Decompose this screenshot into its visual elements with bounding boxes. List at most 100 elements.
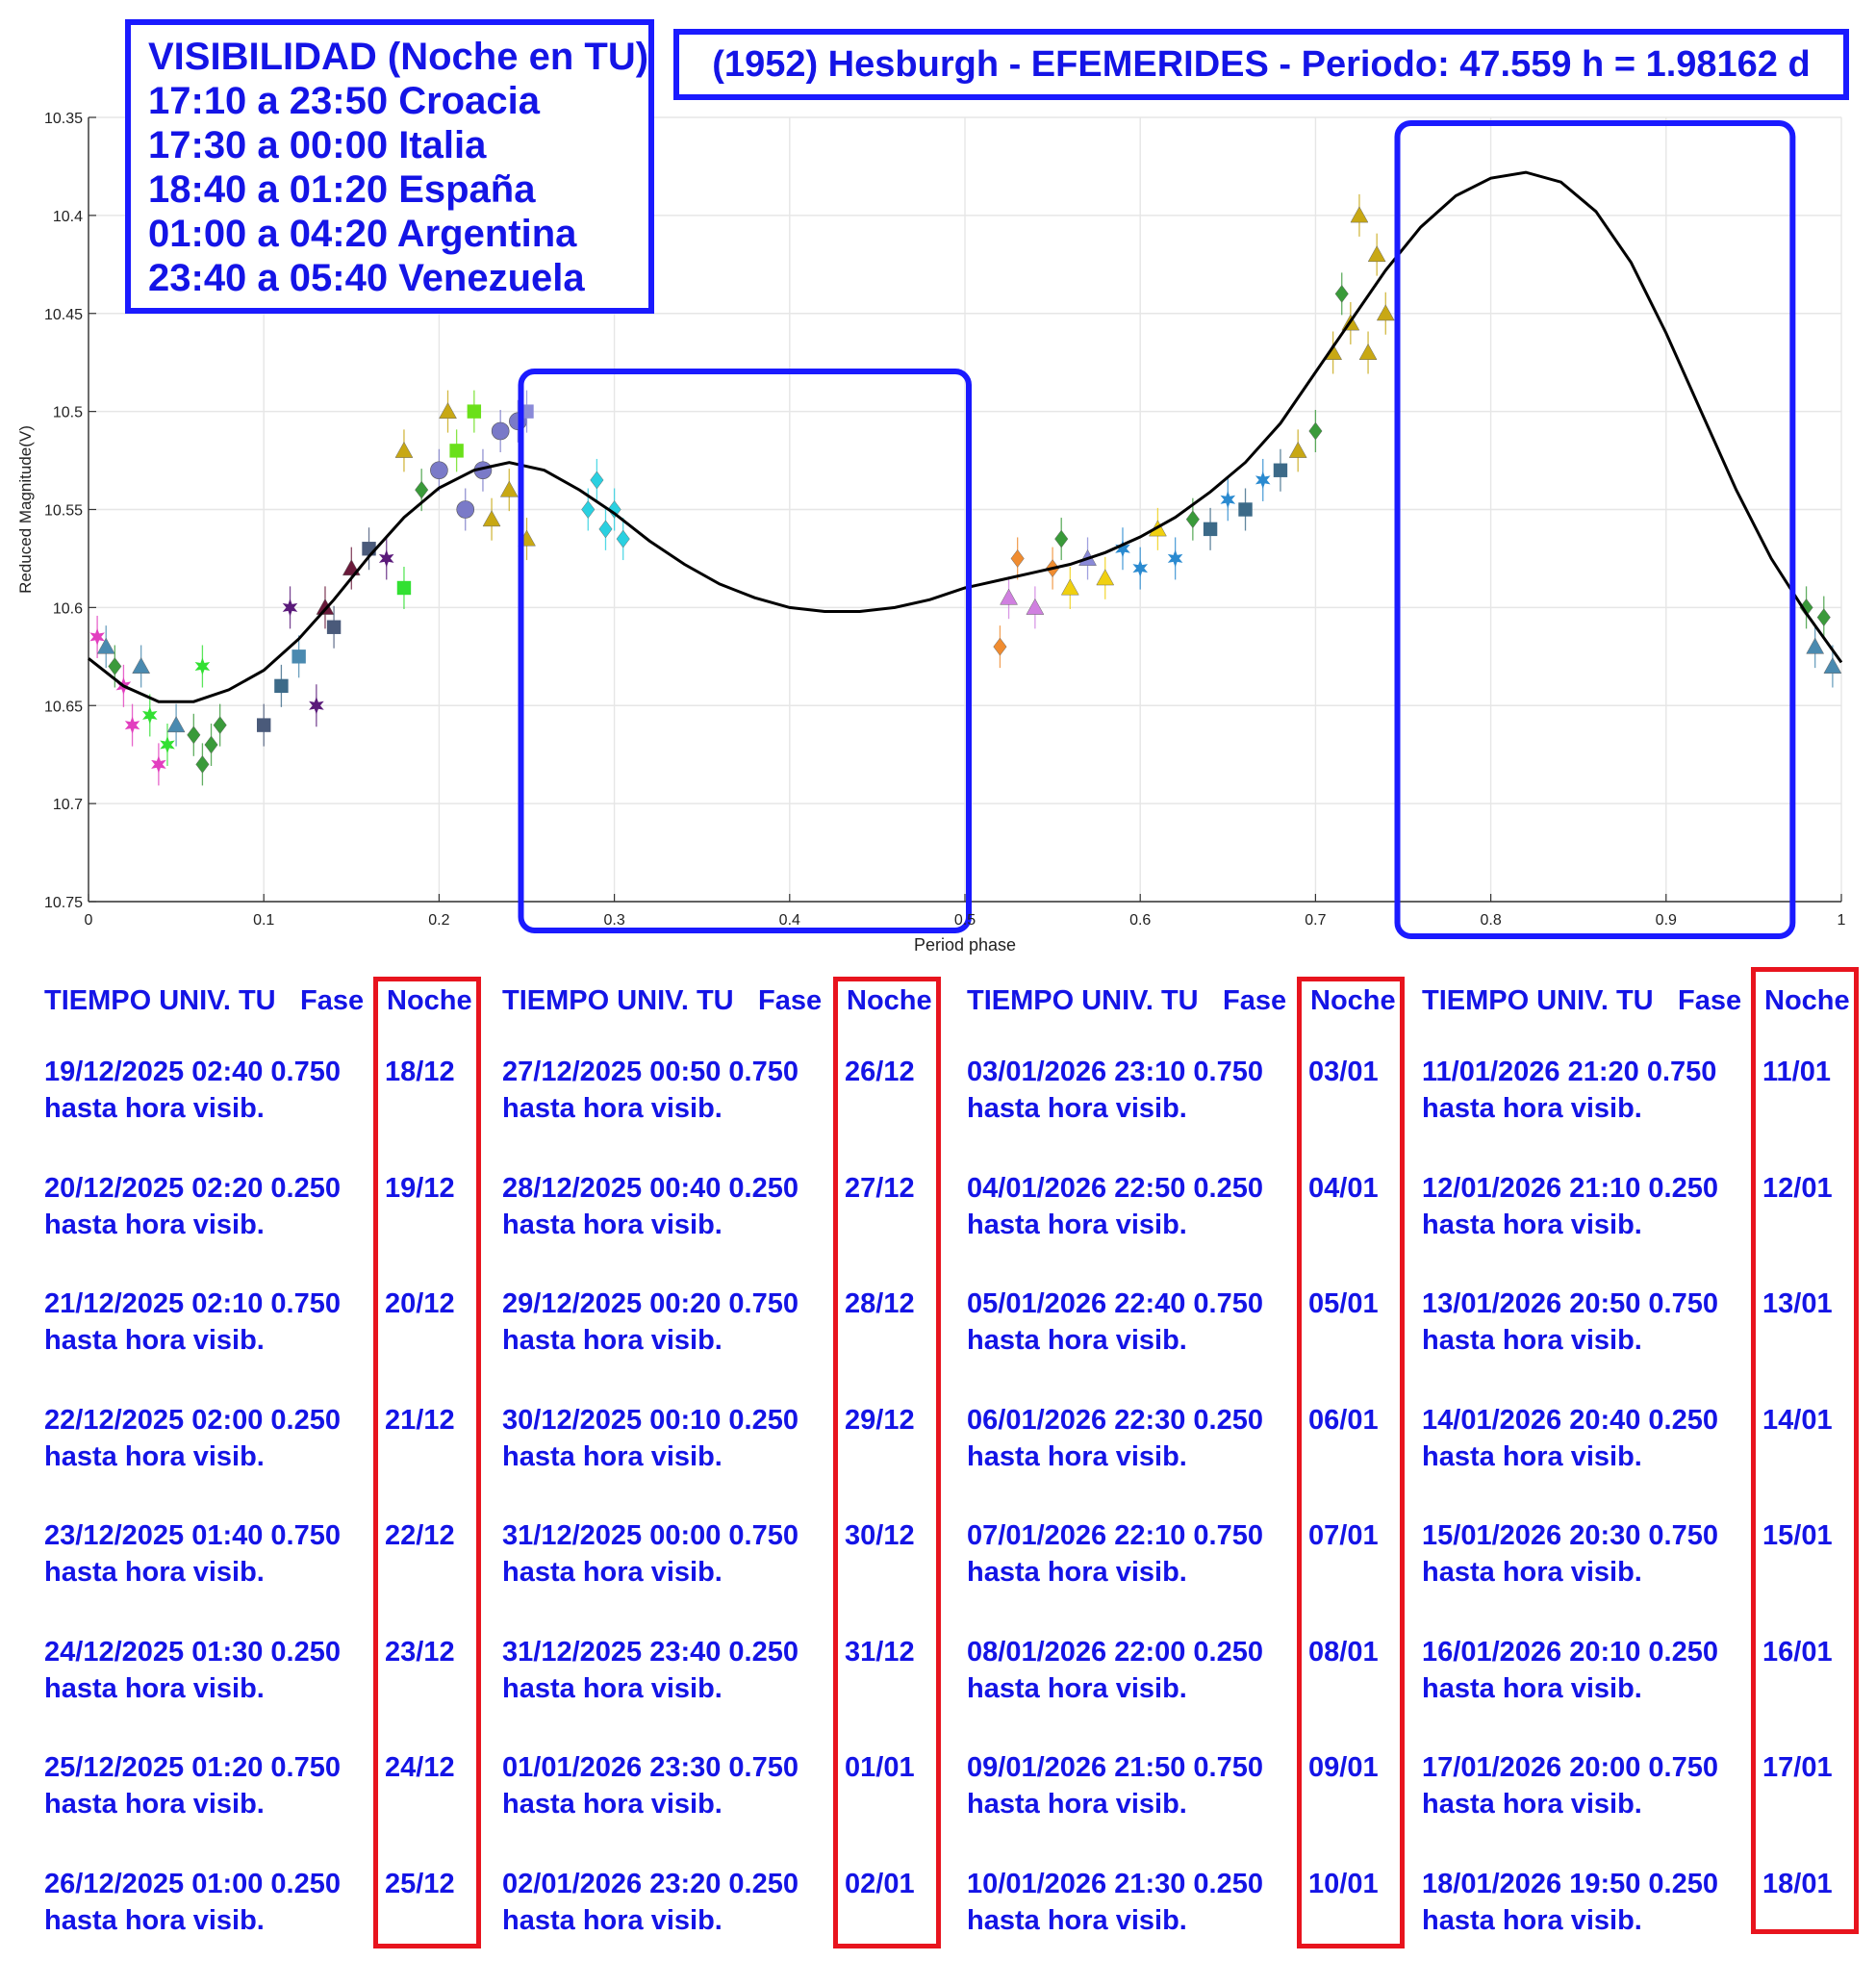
data-point [1054, 529, 1069, 548]
row-note: hasta hora visib. [967, 1672, 1187, 1704]
header-fase: Fase [1678, 985, 1742, 1016]
row-note: hasta hora visib. [1422, 1093, 1642, 1124]
row-note: hasta hora visib. [44, 1209, 265, 1240]
row-datetime-phase: 13/01/2026 20:50 0.750 [1422, 1288, 1718, 1319]
row-datetime-phase: 01/01/2026 23:30 0.750 [502, 1752, 799, 1783]
row-datetime-phase: 26/12/2025 01:00 0.250 [44, 1868, 341, 1899]
row-noche: 04/01 [1308, 1172, 1379, 1204]
y-tick-label: 10.5 [53, 405, 83, 421]
data-point [396, 580, 412, 596]
row-noche: 25/12 [385, 1868, 455, 1899]
data-point [1816, 608, 1831, 626]
data-point [1010, 549, 1025, 568]
row-noche: 19/12 [385, 1172, 455, 1204]
row-datetime-phase: 07/01/2026 22:10 0.750 [967, 1520, 1263, 1551]
data-point [499, 480, 519, 497]
data-point [1185, 510, 1200, 529]
row-datetime-phase: 27/12/2025 00:50 0.750 [502, 1057, 799, 1087]
row-datetime-phase: 06/01/2026 22:30 0.250 [967, 1404, 1263, 1436]
x-tick-label: 0.9 [1656, 912, 1677, 929]
row-note: hasta hora visib. [44, 1325, 265, 1356]
row-note: hasta hora visib. [1422, 1325, 1642, 1356]
data-point [449, 444, 464, 458]
row-note: hasta hora visib. [44, 1904, 265, 1936]
data-point [213, 716, 227, 735]
row-noche: 23/12 [385, 1636, 455, 1668]
data-point [456, 500, 475, 519]
data-point [160, 736, 175, 753]
x-axis-label: Period phase [914, 935, 1016, 955]
row-datetime-phase: 18/01/2026 19:50 0.250 [1422, 1868, 1718, 1899]
data-point [282, 598, 298, 617]
fit-curve-layer [88, 170, 1843, 703]
y-tick-label: 10.75 [44, 895, 83, 911]
data-point [491, 421, 510, 441]
row-note: hasta hora visib. [967, 1209, 1187, 1240]
row-noche: 01/01 [845, 1752, 915, 1783]
data-point [467, 404, 482, 419]
data-point [1308, 421, 1323, 441]
row-note: hasta hora visib. [967, 1093, 1187, 1124]
data-point [108, 657, 122, 675]
data-point [194, 657, 211, 675]
row-noche: 06/01 [1308, 1404, 1379, 1436]
data-point [394, 441, 414, 458]
data-point [1334, 284, 1349, 303]
row-noche: 09/01 [1308, 1752, 1379, 1783]
row-datetime-phase: 25/12/2025 01:20 0.750 [44, 1752, 341, 1783]
y-tick-label: 10.55 [44, 503, 83, 520]
row-noche: 05/01 [1308, 1288, 1379, 1319]
data-point [1203, 522, 1218, 537]
row-datetime-phase: 29/12/2025 00:20 0.750 [502, 1288, 799, 1319]
x-tick-label: 0.4 [779, 912, 800, 929]
x-tick-label: 0.2 [428, 912, 449, 929]
data-point [204, 735, 218, 754]
y-tick-label: 10.6 [53, 600, 83, 617]
data-point [1238, 502, 1253, 517]
row-datetime-phase: 11/01/2026 21:20 0.750 [1422, 1057, 1717, 1087]
ephemeris-title: (1952) Hesburgh - EFEMERIDES - Periodo: … [712, 44, 1811, 85]
highlight-box-phase-075-097 [1394, 120, 1796, 939]
data-point [378, 549, 394, 568]
row-datetime-phase: 15/01/2026 20:30 0.750 [1422, 1520, 1718, 1551]
data-point [124, 716, 140, 734]
data-point [151, 755, 166, 774]
row-note: hasta hora visib. [502, 1904, 723, 1936]
row-noche: 31/12 [845, 1636, 915, 1668]
row-datetime-phase: 21/12/2025 02:10 0.750 [44, 1288, 341, 1319]
x-tick-label: 0.6 [1129, 912, 1151, 929]
header-tiempo: TIEMPO UNIV. TU [1422, 985, 1654, 1016]
row-note: hasta hora visib. [1422, 1672, 1642, 1704]
row-noche: 17/01 [1762, 1752, 1833, 1783]
noche-column-frame [1751, 967, 1859, 1934]
data-point [1806, 637, 1825, 654]
row-note: hasta hora visib. [44, 1440, 265, 1472]
row-note: hasta hora visib. [1422, 1557, 1642, 1588]
header-fase: Fase [300, 985, 365, 1016]
row-note: hasta hora visib. [502, 1093, 723, 1124]
row-datetime-phase: 24/12/2025 01:30 0.250 [44, 1636, 341, 1668]
row-noche: 18/01 [1762, 1868, 1833, 1899]
header-tiempo: TIEMPO UNIV. TU [502, 985, 734, 1016]
row-noche: 15/01 [1762, 1520, 1833, 1551]
row-datetime-phase: 30/12/2025 00:10 0.250 [502, 1404, 799, 1436]
visibility-italia: 17:30 a 00:00 Italia [148, 124, 487, 166]
data-point [1115, 540, 1130, 558]
visibility-espana: 18:40 a 01:20 España [148, 168, 536, 211]
y-tick-label: 10.65 [44, 699, 83, 715]
data-point [362, 542, 376, 556]
row-datetime-phase: 31/12/2025 00:00 0.750 [502, 1520, 799, 1551]
row-note: hasta hora visib. [502, 1789, 723, 1820]
header-fase: Fase [758, 985, 823, 1016]
data-point [1000, 588, 1018, 605]
row-noche: 11/01 [1762, 1057, 1831, 1087]
header-tiempo: TIEMPO UNIV. TU [967, 985, 1199, 1016]
row-datetime-phase: 03/01/2026 23:10 0.750 [967, 1057, 1263, 1087]
data-point [292, 649, 306, 664]
data-point [482, 510, 501, 527]
highlight-box-phase-025-05 [518, 369, 972, 933]
data-point [1273, 463, 1288, 477]
data-point [257, 718, 271, 732]
row-note: hasta hora visib. [1422, 1789, 1642, 1820]
data-point [132, 656, 151, 674]
